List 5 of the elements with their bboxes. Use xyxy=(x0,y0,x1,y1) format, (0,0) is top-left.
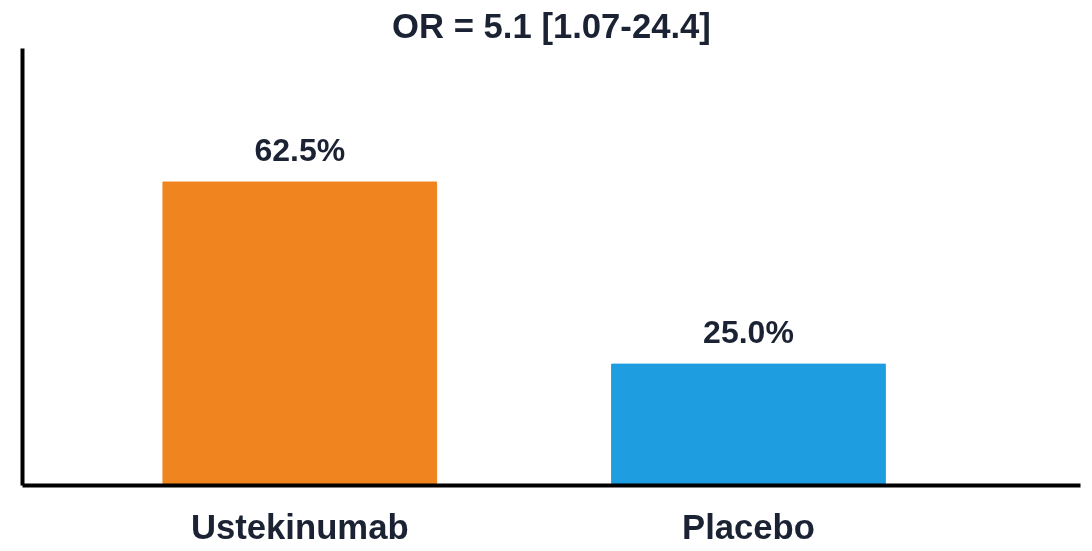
x-tick-label: Placebo xyxy=(682,507,815,546)
chart-title: OR = 5.1 [1.07-24.4] xyxy=(392,6,711,45)
data-label: 62.5% xyxy=(254,132,346,169)
x-tick-label: Ustekinumab xyxy=(190,507,409,546)
data-label: 25.0% xyxy=(703,314,794,351)
